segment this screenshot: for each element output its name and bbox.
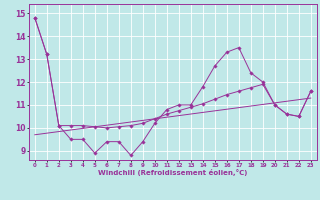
X-axis label: Windchill (Refroidissement éolien,°C): Windchill (Refroidissement éolien,°C) <box>98 169 247 176</box>
